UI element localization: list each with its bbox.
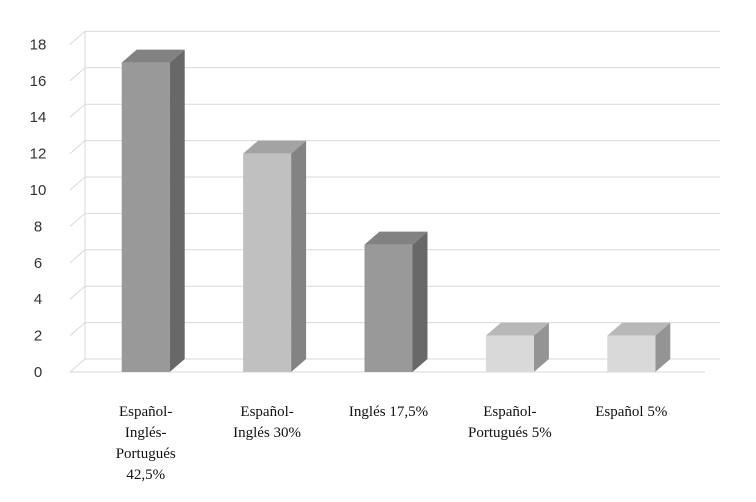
bar-front bbox=[485, 335, 534, 372]
x-tick-label-line: 42,5% bbox=[126, 467, 166, 483]
gridline bbox=[69, 249, 720, 264]
x-tick-label-line: Inglés 30% bbox=[233, 425, 302, 441]
y-tick-label: 6 bbox=[34, 255, 42, 272]
x-tick-label-line: Español- bbox=[119, 404, 173, 420]
bar-top bbox=[607, 322, 671, 336]
y-tick-label: 16 bbox=[30, 73, 47, 90]
y-tick-label: 12 bbox=[30, 146, 47, 163]
y-tick-label: 2 bbox=[34, 328, 42, 345]
gridline bbox=[69, 176, 720, 191]
bars-layer bbox=[121, 49, 671, 372]
gridline bbox=[69, 212, 720, 227]
gridline bbox=[69, 30, 720, 45]
bar-front bbox=[364, 244, 413, 372]
x-tick-label: Inglés 17,5% bbox=[324, 402, 454, 423]
bar-side bbox=[412, 231, 428, 372]
gridline bbox=[69, 285, 720, 300]
x-tick-label: Español- Portugués 5% bbox=[445, 402, 575, 444]
y-tick-label: 10 bbox=[30, 182, 47, 199]
x-tick-label-line: Español- bbox=[483, 404, 537, 420]
y-tick-label: 8 bbox=[34, 218, 42, 235]
y-tick-label: 18 bbox=[30, 36, 47, 53]
x-tick-label: Español- Inglés- Portugués 42,5% bbox=[81, 402, 211, 486]
bar-top bbox=[121, 49, 185, 63]
x-tick-label-line: Portugués bbox=[115, 446, 176, 462]
x-tick-label-line: Inglés 17,5% bbox=[348, 404, 429, 420]
y-tick-label: 4 bbox=[34, 291, 42, 308]
bar bbox=[364, 231, 428, 372]
y-tick-label: 14 bbox=[30, 109, 47, 126]
x-tick-label-line: Portugués 5% bbox=[468, 425, 552, 441]
gridline bbox=[69, 67, 720, 82]
bar-top bbox=[485, 322, 549, 336]
x-tick-label-line: Español 5% bbox=[595, 404, 668, 420]
gridline bbox=[69, 140, 720, 154]
x-tick-label: Español 5% bbox=[566, 402, 696, 423]
bar-side bbox=[291, 140, 307, 372]
bar-top bbox=[243, 140, 307, 154]
x-tick-label: Español- Inglés 30% bbox=[202, 402, 332, 444]
bar bbox=[121, 49, 185, 372]
bar bbox=[485, 322, 549, 372]
bar-side bbox=[169, 49, 185, 372]
y-tick-label: 0 bbox=[34, 364, 42, 381]
bar-front bbox=[121, 62, 170, 372]
bar bbox=[243, 140, 307, 372]
bar-front bbox=[243, 153, 292, 372]
x-tick-label-line: Español- bbox=[240, 404, 294, 420]
y-axis: 0 2 4 6 8 10 12 14 16 18 bbox=[30, 36, 47, 381]
bar-front bbox=[607, 335, 656, 372]
bar-side bbox=[655, 322, 671, 372]
bar-top bbox=[364, 231, 428, 245]
x-tick-label-line: Inglés- bbox=[124, 425, 167, 441]
bar bbox=[607, 322, 671, 372]
grid-layer bbox=[69, 30, 720, 373]
bar-side bbox=[533, 322, 549, 372]
gridline bbox=[69, 103, 720, 118]
